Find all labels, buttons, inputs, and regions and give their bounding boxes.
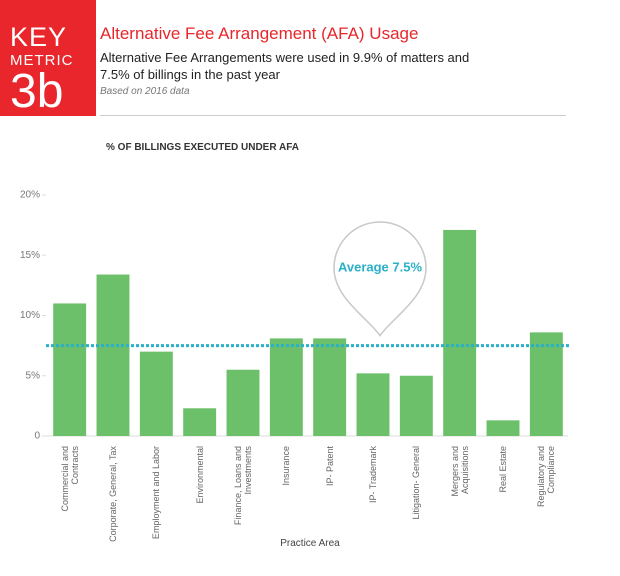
chart-title: % OF BILLINGS EXECUTED UNDER AFA (106, 142, 299, 153)
bar (183, 408, 217, 436)
title: Alternative Fee Arrangement (AFA) Usage (100, 24, 419, 43)
key-metric-badge: KEY METRIC 3b (0, 0, 96, 118)
badge-text: KEY (10, 22, 68, 52)
bar (399, 375, 433, 436)
bar (269, 338, 303, 436)
x-tick-label: Commercial and Contracts (59, 446, 80, 512)
badge-text: METRIC (10, 52, 74, 69)
x-tick-label: Mergers and Acquisitions (449, 446, 470, 497)
x-tick-label: IP- Patent (324, 446, 335, 487)
bar (139, 351, 173, 436)
subtitle: Alternative Fee Arrangements were used i… (100, 50, 470, 82)
x-tick-label: IP- Trademark (368, 446, 378, 504)
badge-text: 3b (10, 65, 64, 118)
bar (356, 373, 390, 436)
y-tick-label: 10% (20, 310, 40, 321)
y-tick-label: 15% (20, 250, 40, 261)
bar (226, 369, 260, 436)
divider (100, 115, 566, 116)
note: Based on 2016 data (100, 86, 190, 97)
bar (96, 274, 130, 436)
x-axis-label: Practice Area (280, 538, 340, 549)
x-tick-label: Real Estate (498, 446, 508, 493)
x-tick-label: Finance, Loans and Investments (233, 446, 253, 526)
callout-balloon (333, 221, 427, 337)
x-tick-label: Insurance (281, 446, 292, 486)
x-tick-label: Litigation- General (411, 446, 422, 520)
y-tick-label: 0 (34, 431, 40, 442)
y-tick-label: 20% (20, 190, 40, 201)
bar (313, 338, 347, 436)
bar (529, 332, 563, 436)
x-tick-label: Employment and Labor (151, 446, 162, 540)
y-tick-label: 5% (26, 370, 41, 381)
bar (486, 420, 520, 436)
x-tick-label: Regulatory and Compliance (536, 446, 557, 508)
average-label: Average 7.5% (338, 259, 423, 274)
x-tick-label: Environmental (194, 446, 205, 504)
bar (53, 303, 87, 436)
x-tick-label: Corporate, General, Tax (108, 446, 118, 542)
bar (443, 229, 477, 436)
